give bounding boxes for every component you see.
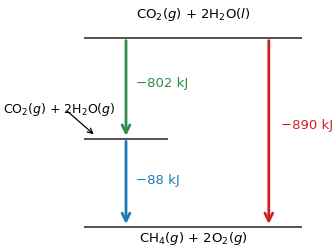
Text: −890 kJ: −890 kJ (281, 119, 333, 133)
Text: CO$_2$($g$) + 2H$_2$O($l$): CO$_2$($g$) + 2H$_2$O($l$) (136, 6, 250, 23)
Text: CH$_4$($g$) + 2O$_2$($g$): CH$_4$($g$) + 2O$_2$($g$) (139, 230, 248, 247)
Text: −802 kJ: −802 kJ (136, 77, 188, 90)
Text: −88 kJ: −88 kJ (136, 174, 180, 187)
Text: CO$_2$($g$) + 2H$_2$O($g$): CO$_2$($g$) + 2H$_2$O($g$) (3, 101, 116, 118)
